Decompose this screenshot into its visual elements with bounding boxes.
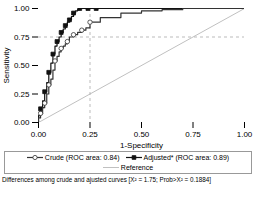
svg-text:1.00: 1.00 <box>237 130 253 139</box>
svg-text:0.25: 0.25 <box>14 90 30 99</box>
svg-text:0.75: 0.75 <box>185 130 201 139</box>
svg-text:1.00: 1.00 <box>14 4 30 13</box>
svg-text:0.50: 0.50 <box>134 130 150 139</box>
svg-text:0.00: 0.00 <box>14 118 30 127</box>
svg-text:0.75: 0.75 <box>14 33 30 42</box>
svg-text:Sensitivity: Sensitivity <box>2 47 11 83</box>
svg-text:1-Specificity: 1-Specificity <box>120 141 163 150</box>
svg-text:0.50: 0.50 <box>14 61 30 70</box>
html-text:Crude (ROC area: 0.84): Crude (ROC area: 0.84) <box>44 154 120 161</box>
svg-text:0.25: 0.25 <box>82 130 98 139</box>
html-text:Differences among crude and aj: Differences among crude and ajusted curv… <box>2 176 211 183</box>
svg-text:0.00: 0.00 <box>31 130 47 139</box>
html-text:Adjusted* (ROC area: 0.89): Adjusted* (ROC area: 0.89) <box>143 154 230 161</box>
html-text:Reference: Reference <box>120 164 154 171</box>
